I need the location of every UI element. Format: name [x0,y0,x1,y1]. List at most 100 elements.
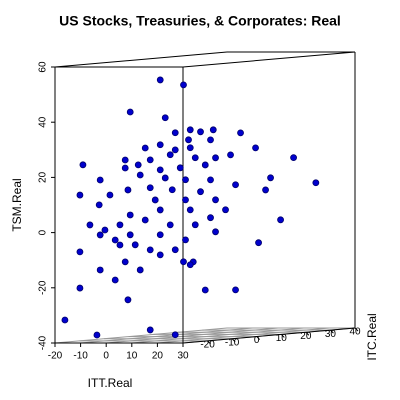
point [171,331,179,339]
point [232,286,239,294]
point [262,186,269,194]
z-tick-label: -40 [38,335,49,350]
point [121,164,129,172]
point [126,231,134,239]
point [212,228,219,236]
point [111,276,119,284]
y-tick [256,336,261,340]
point [161,114,169,122]
point [186,144,194,152]
x-tick-label: -10 [73,351,88,362]
y-tick [330,329,334,334]
y-tick-label: -10 [225,337,240,348]
point [166,151,174,159]
point [197,188,204,196]
point [93,331,101,339]
chart-title: US Stocks, Treasuries, & Corporates: Rea… [59,13,341,29]
box-edge [182,327,356,344]
point [191,221,199,229]
point [182,196,189,204]
point [222,206,229,214]
point [166,221,174,229]
point [106,191,114,199]
y-tick-label: -20 [200,339,215,350]
point [207,176,214,184]
point [86,221,94,229]
point [141,144,149,152]
point [186,261,194,269]
z-tick-label: -20 [38,280,49,295]
point [186,126,194,134]
point [171,246,179,254]
x-tick-label: -20 [48,351,63,362]
point [111,236,119,244]
point [156,166,164,174]
z-tick-label: 0 [38,229,49,235]
y-tick-label: 10 [276,333,288,344]
point [180,258,187,266]
point [121,156,129,164]
box-edge [182,51,356,68]
point [126,108,134,116]
point [171,129,179,137]
point [116,221,124,229]
point [182,236,189,244]
point [121,258,129,266]
point [76,191,84,199]
point [277,216,284,224]
box-edge [54,51,228,68]
point [232,181,239,189]
y-tick-label: 30 [325,329,337,340]
y-tick [280,334,285,338]
y-tick-label: 0 [254,335,260,346]
point [197,128,204,136]
point [156,141,164,149]
point [191,154,199,162]
point [176,164,184,172]
point [171,146,179,154]
y-tick-label: 40 [349,327,361,338]
z-tick-label: 60 [38,61,49,73]
point [141,216,149,224]
point [237,129,244,137]
point [124,186,132,194]
point [186,206,194,214]
y-tick [305,331,310,336]
point [161,174,169,182]
point [207,214,214,222]
point [182,176,189,184]
point [156,206,164,214]
point [76,248,84,256]
point [95,201,103,209]
point [124,296,132,304]
point [101,226,109,234]
point [312,179,320,187]
point [146,326,154,334]
point [168,186,176,194]
x-axis-label: ITT.Real [88,376,133,390]
z-tick-label: 20 [38,171,49,183]
point [252,144,259,152]
point [201,286,209,294]
point [131,241,139,249]
point [156,251,164,259]
point [227,151,234,159]
point [156,231,164,239]
x-tick-label: 20 [152,351,164,362]
point [116,241,124,249]
point [146,246,154,254]
point [212,196,219,204]
y-axis-label: ITC.Real [365,313,379,360]
point [146,156,154,164]
x-tick-label: 10 [126,351,138,362]
point [201,161,209,169]
point [207,136,214,144]
point [76,284,84,292]
point [267,174,274,182]
point [290,154,297,162]
x-tick-label: 30 [177,351,189,362]
point [96,266,104,274]
y-tick [354,327,359,332]
point [156,76,164,84]
point [61,316,69,324]
